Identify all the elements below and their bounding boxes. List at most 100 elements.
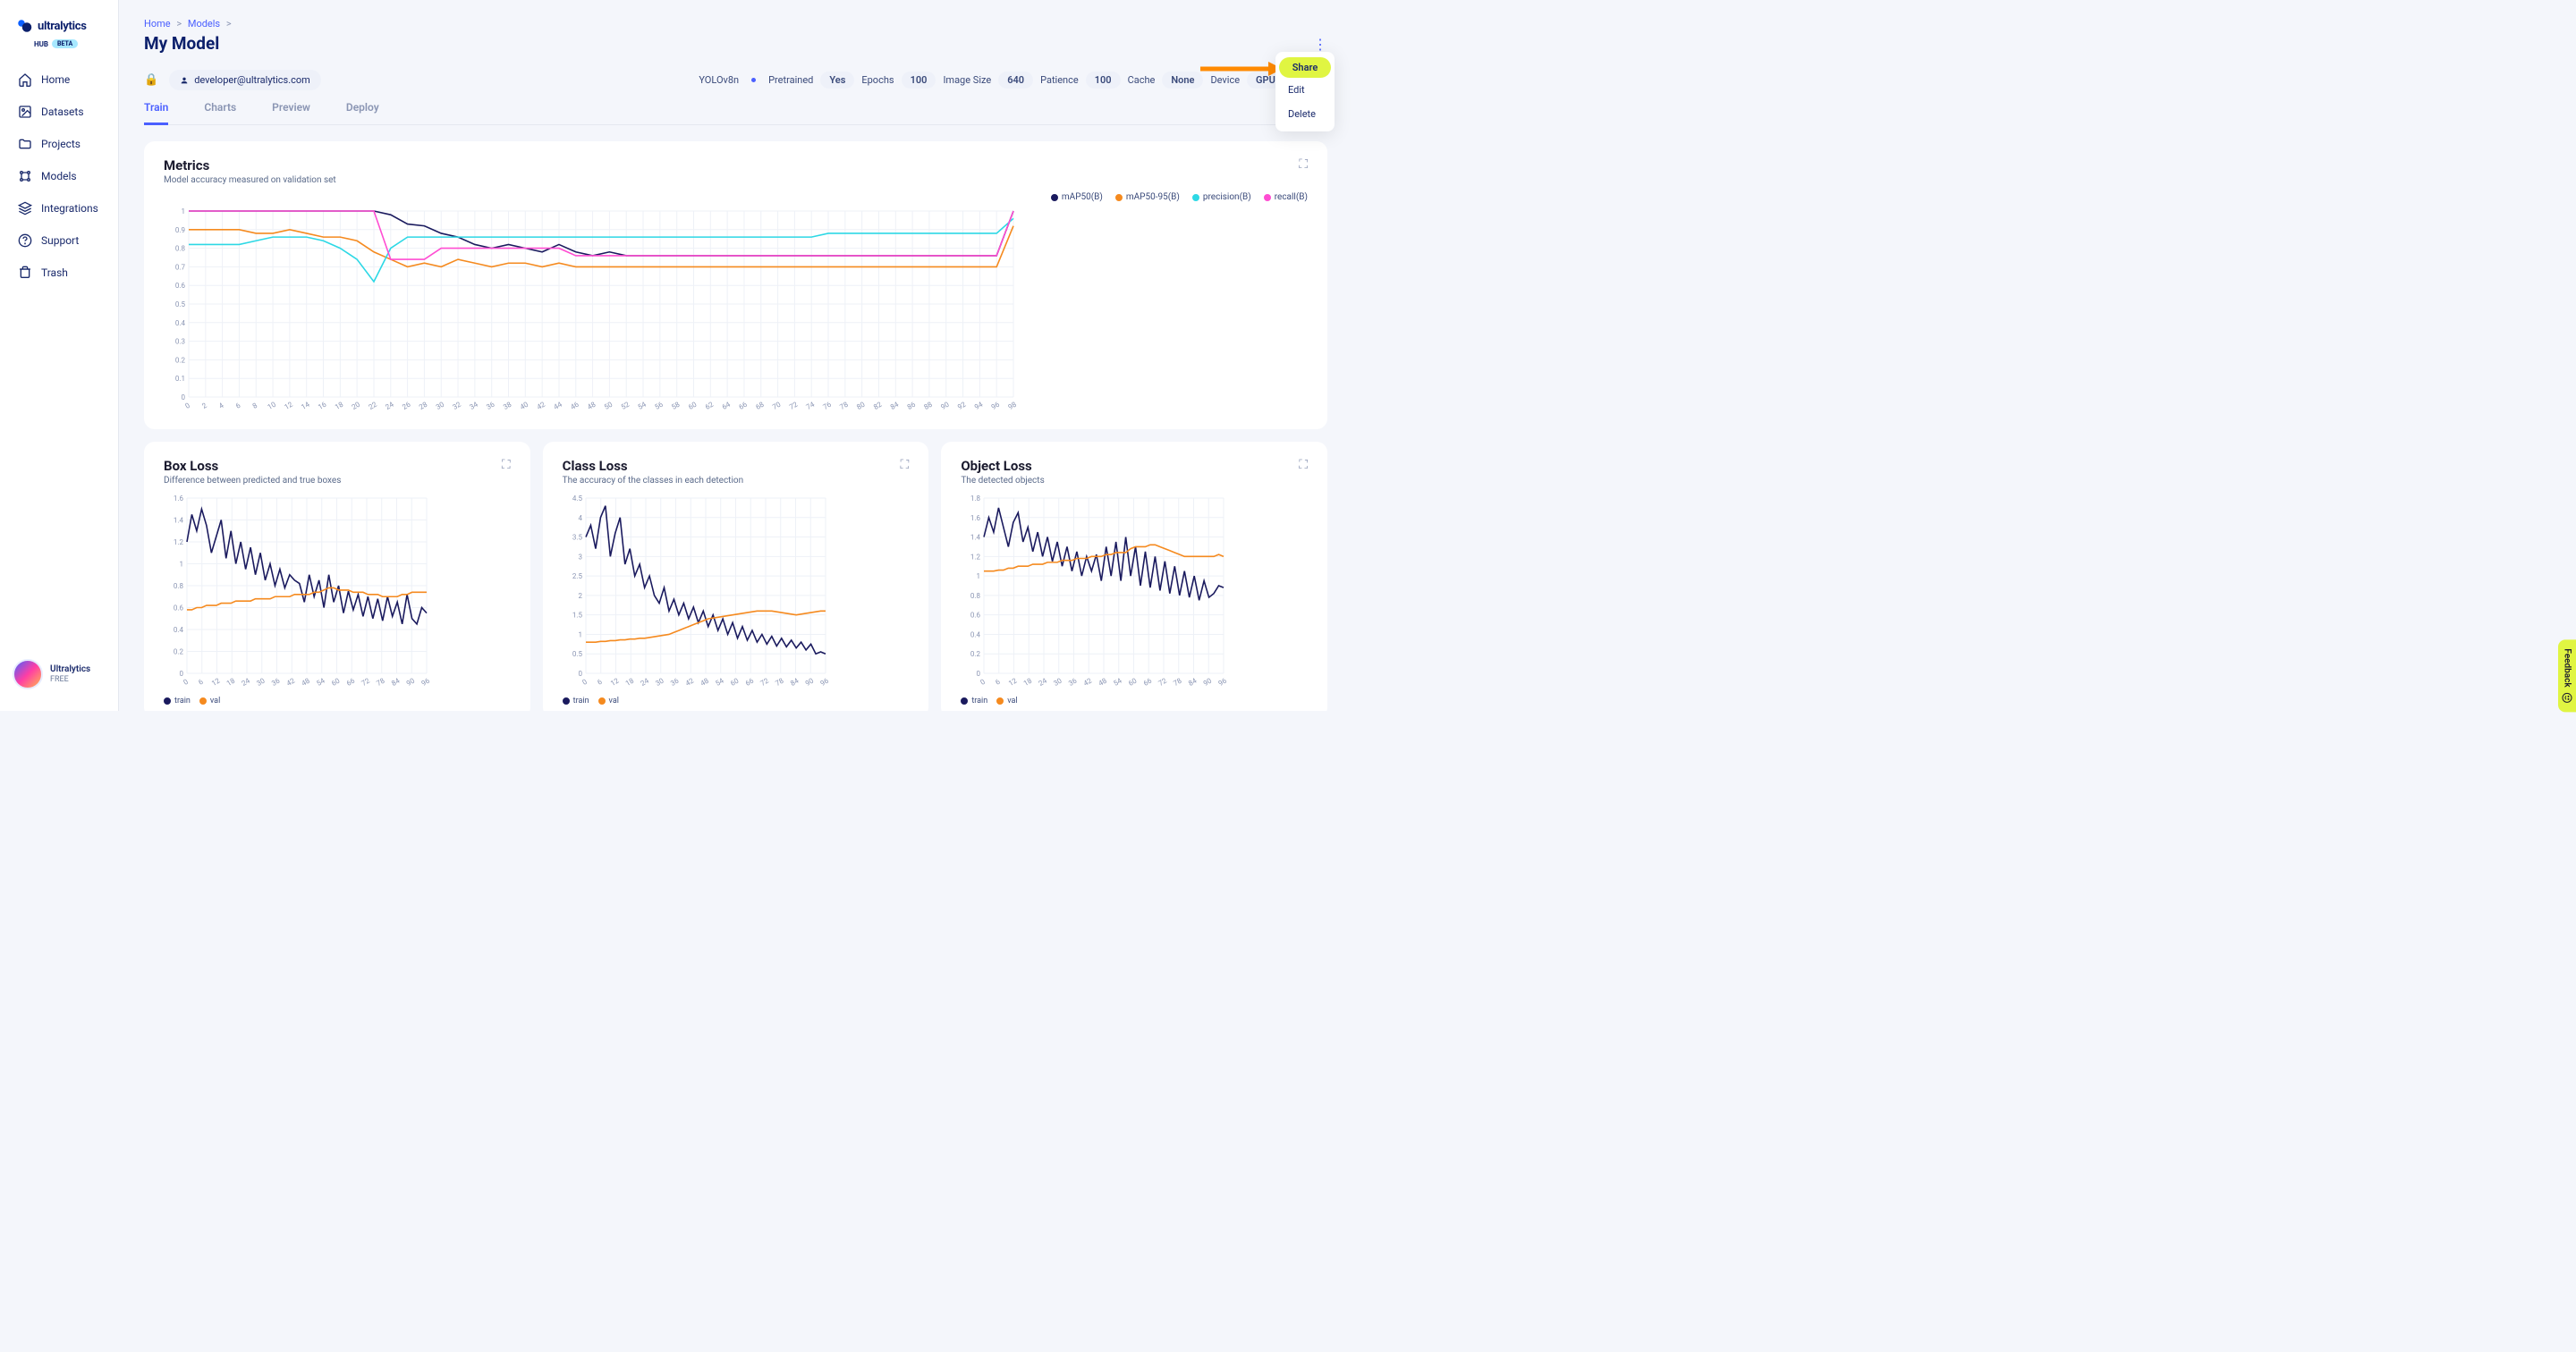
legend-item[interactable]: train: [563, 697, 589, 706]
breadcrumb-home[interactable]: Home: [144, 18, 171, 30]
tab-deploy[interactable]: Deploy: [346, 101, 379, 124]
svg-text:0.7: 0.7: [175, 263, 186, 271]
svg-text:8: 8: [251, 401, 259, 410]
legend-item[interactable]: mAP50-95(B): [1115, 192, 1180, 202]
param-value: 640: [998, 72, 1033, 89]
svg-text:12: 12: [1007, 676, 1019, 688]
svg-text:22: 22: [368, 400, 379, 411]
legend-item[interactable]: train: [164, 697, 191, 706]
logo[interactable]: ultralytics: [0, 13, 118, 38]
box-loss-legend: train val: [164, 697, 511, 706]
svg-text:4: 4: [217, 401, 225, 410]
svg-text:1: 1: [180, 561, 184, 569]
expand-icon[interactable]: ⛶: [1299, 157, 1308, 172]
dropdown-delete[interactable]: Delete: [1275, 102, 1335, 126]
expand-icon[interactable]: ⛶: [901, 458, 910, 472]
dropdown-edit[interactable]: Edit: [1275, 78, 1335, 102]
metrics-card: Metrics Model accuracy measured on valid…: [144, 141, 1327, 429]
sidebar-item-datasets[interactable]: Datasets: [7, 97, 111, 127]
legend-item[interactable]: val: [199, 697, 220, 706]
svg-text:1: 1: [182, 207, 186, 215]
breadcrumb-models[interactable]: Models: [188, 18, 220, 30]
tab-train[interactable]: Train: [144, 101, 168, 125]
svg-text:66: 66: [744, 676, 756, 688]
svg-text:4.5: 4.5: [572, 494, 583, 503]
param-label: Epochs: [861, 74, 894, 86]
legend-item[interactable]: recall(B): [1264, 192, 1308, 202]
sidebar-item-trash[interactable]: Trash: [7, 258, 111, 288]
svg-text:54: 54: [315, 676, 326, 688]
model-name: YOLOv8n: [699, 74, 739, 86]
svg-text:88: 88: [923, 400, 935, 411]
svg-text:0.8: 0.8: [175, 245, 186, 253]
svg-text:18: 18: [334, 400, 345, 411]
svg-text:66: 66: [345, 676, 357, 688]
svg-text:72: 72: [360, 676, 372, 688]
svg-text:0: 0: [184, 401, 192, 410]
svg-text:20: 20: [351, 400, 362, 411]
svg-text:1.6: 1.6: [970, 514, 981, 522]
user-chip[interactable]: developer@ultralytics.com: [169, 70, 321, 90]
main: Home > Models > My Model ⋮ ShareEditDele…: [119, 0, 1352, 711]
tab-preview[interactable]: Preview: [272, 101, 310, 124]
sidebar-item-models[interactable]: Models: [7, 161, 111, 191]
svg-text:0.2: 0.2: [175, 356, 186, 364]
svg-text:0.4: 0.4: [175, 319, 186, 327]
svg-text:0: 0: [979, 678, 987, 687]
legend-item[interactable]: val: [996, 697, 1017, 706]
svg-text:3.5: 3.5: [572, 534, 583, 542]
arrow-annotation: [1200, 60, 1283, 78]
svg-text:50: 50: [603, 400, 614, 411]
svg-text:0.2: 0.2: [970, 650, 981, 658]
svg-text:98: 98: [1007, 400, 1019, 411]
metrics-subtitle: Model accuracy measured on validation se…: [164, 175, 336, 185]
legend-item[interactable]: val: [598, 697, 619, 706]
svg-text:80: 80: [855, 400, 867, 411]
svg-text:36: 36: [485, 400, 496, 411]
svg-text:74: 74: [805, 400, 817, 411]
svg-text:60: 60: [729, 676, 741, 688]
svg-text:32: 32: [452, 400, 463, 411]
sidebar-item-support[interactable]: Support: [7, 225, 111, 256]
svg-text:1.4: 1.4: [174, 517, 184, 525]
svg-text:1.2: 1.2: [970, 553, 981, 561]
svg-text:0.6: 0.6: [175, 282, 186, 290]
class-loss-chart: 00.511.522.533.544.506121824303642485460…: [563, 493, 910, 691]
sidebar-item-integrations[interactable]: Integrations: [7, 193, 111, 224]
legend-item[interactable]: train: [961, 697, 987, 706]
svg-text:18: 18: [624, 676, 636, 688]
feedback-tab[interactable]: Feedback: [2558, 639, 2576, 712]
more-menu-button[interactable]: ⋮: [1313, 36, 1327, 53]
svg-text:48: 48: [699, 676, 710, 688]
param-label: Cache: [1128, 74, 1156, 86]
svg-text:0.2: 0.2: [174, 648, 184, 656]
tab-charts[interactable]: Charts: [204, 101, 236, 124]
user-icon: [180, 76, 189, 85]
object-loss-subtitle: The detected objects: [961, 476, 1044, 486]
box-loss-subtitle: Difference between predicted and true bo…: [164, 476, 341, 486]
legend-item[interactable]: precision(B): [1192, 192, 1251, 202]
expand-icon[interactable]: ⛶: [502, 458, 511, 472]
svg-text:96: 96: [1217, 676, 1229, 688]
class-loss-card: Class Loss The accuracy of the classes i…: [543, 442, 929, 711]
status-dot: [751, 78, 756, 82]
dropdown-share[interactable]: Share: [1279, 57, 1331, 78]
param-label: Image Size: [943, 74, 991, 86]
sidebar-item-home[interactable]: Home: [7, 64, 111, 95]
expand-icon[interactable]: ⛶: [1299, 458, 1308, 472]
svg-text:2: 2: [578, 592, 582, 600]
svg-text:0: 0: [580, 678, 589, 687]
svg-text:44: 44: [553, 400, 564, 411]
svg-text:0.3: 0.3: [175, 338, 185, 346]
svg-text:54: 54: [637, 400, 648, 411]
sidebar-item-projects[interactable]: Projects: [7, 129, 111, 159]
svg-text:42: 42: [1082, 676, 1094, 688]
param-value: None: [1162, 72, 1203, 89]
sidebar-footer[interactable]: Ultralytics FREE: [0, 650, 118, 698]
legend-item[interactable]: mAP50(B): [1051, 192, 1103, 202]
svg-text:36: 36: [1067, 676, 1079, 688]
svg-text:24: 24: [241, 676, 252, 688]
page-title: My Model: [144, 33, 1327, 54]
param-value: Yes: [820, 72, 854, 89]
svg-text:92: 92: [956, 400, 968, 411]
